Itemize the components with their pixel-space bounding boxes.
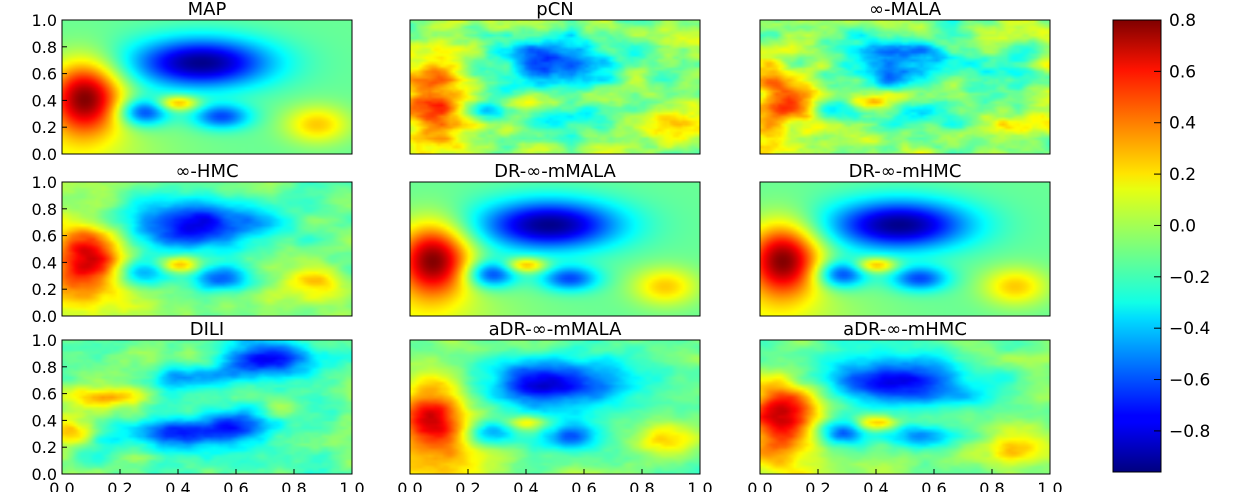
colorbar-tick-label: 0.4 — [1169, 114, 1196, 134]
heatmap-image — [62, 182, 352, 316]
x-tick-label: 0.0 — [397, 479, 422, 492]
y-tick-label: 0.8 — [32, 38, 57, 57]
heatmap-image — [62, 340, 352, 474]
panel-7: DILI 0.0 0.2 0.4 0.6 0.8 1.0 0.0 0.2 0.4 0.6 0.8 1.0 — [32, 319, 365, 492]
heatmap-image — [410, 340, 700, 474]
colorbar-tick-label: 0.0 — [1169, 216, 1196, 236]
panel-frame — [409, 339, 701, 475]
panel-2: pCN — [409, 0, 701, 155]
colorbar-tick-label: 0.2 — [1169, 165, 1196, 185]
colorbar-ticks: 0.8 0.6 0.4 0.2 0.0 −0.2 −0.4 −0.6 −0.8 — [1154, 11, 1210, 442]
y-tick-label: 0.6 — [32, 385, 57, 404]
x-tick-label: 0.8 — [629, 479, 654, 492]
x-tick-label: 1.0 — [339, 479, 364, 492]
y-tick-label: 0.8 — [32, 200, 57, 219]
panel-frame — [759, 181, 1051, 317]
y-tick-label: 0.4 — [32, 411, 57, 430]
x-tick-label: 0.8 — [979, 479, 1004, 492]
x-tick-label: 0.2 — [805, 479, 830, 492]
y-tick-label: 0.4 — [32, 91, 57, 110]
y-tick-label: 0.6 — [32, 65, 57, 84]
x-tick-label: 0.8 — [281, 479, 306, 492]
x-tick-label: 1.0 — [687, 479, 712, 492]
colorbar-tick-label: 0.6 — [1169, 62, 1196, 82]
x-tick-label: 0.0 — [747, 479, 772, 492]
x-tick-label: 0.6 — [223, 479, 248, 492]
panel-title: aDR-∞-mHMC — [843, 319, 967, 340]
colorbar-tick-label: −0.6 — [1169, 371, 1210, 391]
panel-title: DR-∞-mHMC — [849, 161, 962, 182]
panel-8: aDR-∞-mMALA 0.0 0.2 0.4 0.6 0.8 1.0 — [397, 319, 712, 492]
colorbar: 0.8 0.6 0.4 0.2 0.0 −0.2 −0.4 −0.6 −0.8 — [1112, 11, 1210, 473]
x-tick-label: 0.0 — [49, 479, 74, 492]
y-tick-label: 0.4 — [32, 253, 57, 272]
panel-frame — [409, 19, 701, 155]
panel-5: DR-∞-mMALA — [409, 161, 701, 317]
heatmap-image — [410, 182, 700, 316]
heatmap-image — [760, 340, 1050, 474]
colorbar-gradient — [1112, 19, 1162, 473]
panel-6: DR-∞-mHMC — [759, 161, 1051, 317]
panel-4: ∞-HMC 0.0 0.2 0.4 0.6 0.8 1.0 — [32, 161, 353, 326]
y-tick-label: 1.0 — [32, 11, 57, 30]
panel-frame — [61, 19, 353, 155]
x-tick-label: 0.4 — [165, 479, 190, 492]
panel-title: DR-∞-mMALA — [494, 161, 616, 182]
x-tick-label: 0.4 — [513, 479, 538, 492]
colorbar-tick-label: −0.8 — [1169, 422, 1210, 442]
y-tick-label: 1.0 — [32, 331, 57, 350]
y-tick-label: 0.2 — [32, 438, 57, 457]
y-tick-label: 0.2 — [32, 280, 57, 299]
y-tick-label: 0.8 — [32, 358, 57, 377]
panel-frame — [61, 181, 353, 317]
panel-9: aDR-∞-mHMC 0.0 0.2 0.4 0.6 0.8 1.0 — [747, 319, 1062, 492]
x-tick-label: 0.2 — [107, 479, 132, 492]
x-tick-label: 0.2 — [455, 479, 480, 492]
y-tick-label: 0.6 — [32, 227, 57, 246]
y-tick-label: 0.0 — [32, 307, 57, 326]
panel-frame — [759, 339, 1051, 475]
panel-title: pCN — [536, 0, 573, 20]
panel-title: DILI — [190, 319, 225, 340]
panel-3: ∞-MALA — [759, 0, 1051, 155]
colorbar-tick-label: 0.8 — [1169, 11, 1196, 31]
x-tick-label: 0.6 — [921, 479, 946, 492]
panel-frame — [409, 181, 701, 317]
panel-title: aDR-∞-mMALA — [489, 319, 622, 340]
x-tick-label: 0.6 — [571, 479, 596, 492]
y-tick-label: 1.0 — [32, 173, 57, 192]
heatmap-image — [410, 20, 700, 154]
x-tick-label: 1.0 — [1037, 479, 1062, 492]
panel-title: ∞-HMC — [175, 161, 238, 182]
panel-frame — [61, 339, 353, 475]
heatmap-image — [62, 20, 352, 154]
panel-frame — [759, 19, 1051, 155]
panel-title: MAP — [188, 0, 227, 20]
x-tick-label: 0.4 — [863, 479, 888, 492]
heatmap-image — [760, 20, 1050, 154]
panel-1: MAP 0.0 0.2 0.4 0.6 0.8 1.0 — [32, 0, 353, 164]
colorbar-tick-label: −0.2 — [1169, 268, 1210, 288]
y-tick-label: 0.0 — [32, 465, 57, 484]
y-tick-label: 0.2 — [32, 118, 57, 137]
panel-title: ∞-MALA — [869, 0, 942, 20]
colorbar-tick-label: −0.4 — [1169, 319, 1210, 339]
heatmap-image — [760, 182, 1050, 316]
y-tick-label: 0.0 — [32, 145, 57, 164]
